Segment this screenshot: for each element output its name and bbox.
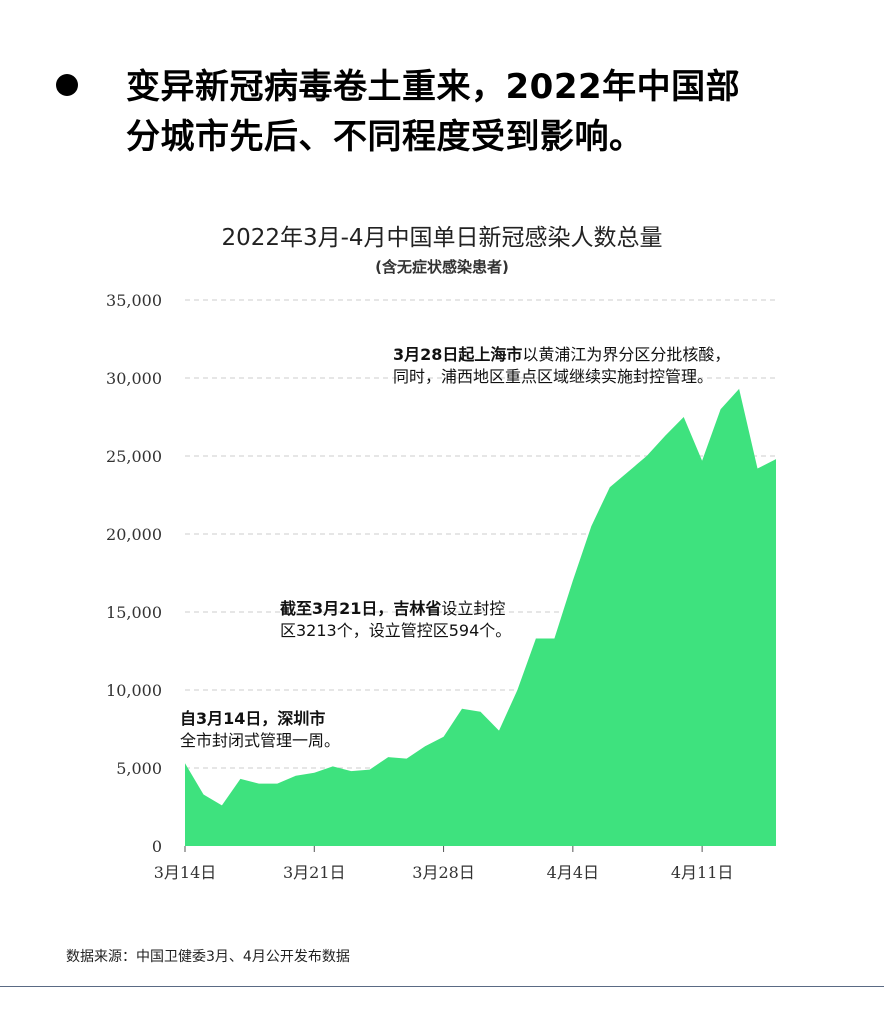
annotation-shenzhen-bold: 自3月14日，深圳市: [180, 709, 326, 728]
y-tick-label: 15,000: [106, 603, 162, 622]
annotation-shanghai-bold: 3月28日起上海市: [393, 345, 523, 364]
annotation-jilin: 截至3月21日，吉林省设立封控 区3213个，设立管控区594个。: [280, 598, 511, 642]
y-tick-label: 0: [152, 837, 162, 856]
annotation-jilin-text1: 设立封控: [441, 599, 506, 618]
annotation-jilin-text2: 区3213个，设立管控区594个。: [280, 621, 512, 640]
bottom-divider: [0, 986, 884, 987]
annotation-shanghai: 3月28日起上海市以黄浦江为界分区分批核酸， 同时，浦西地区重点区域继续实施封控…: [393, 344, 730, 388]
annotation-shenzhen-text: 全市封闭式管理一周。: [180, 731, 341, 750]
chart: 2022年3月-4月中国单日新冠感染人数总量 (含无症状感染患者) 0 5,000…: [0, 210, 884, 900]
annotation-shenzhen: 自3月14日，深圳市 全市封闭式管理一周。: [180, 708, 340, 752]
x-tick-label: 4月11日: [671, 863, 734, 882]
chart-svg: 0 5,000 10,000 15,000 20,000 25,000 30,000 35,0…: [106, 291, 777, 882]
source-note: 数据来源：中国卫健委3月、4月公开发布数据: [66, 949, 350, 965]
y-tick-label: 25,000: [106, 447, 162, 466]
headline: 变异新冠病毒卷土重来，2022年中国部 分城市先后、不同程度受到影响。: [50, 62, 850, 162]
y-tick-label: 20,000: [106, 525, 162, 544]
series-area: [185, 388, 776, 846]
annotation-jilin-bold: 截至3月21日，吉林省: [280, 599, 442, 618]
bullet-icon: [56, 74, 78, 96]
y-tick-label: 10,000: [106, 681, 162, 700]
x-tick-label: 4月4日: [547, 863, 599, 882]
x-tick-label: 3月28日: [412, 863, 475, 882]
headline-text: 变异新冠病毒卷土重来，2022年中国部 分城市先后、不同程度受到影响。: [126, 67, 741, 157]
x-tick-label: 3月14日: [154, 863, 217, 882]
annotation-shanghai-text1: 以黄浦江为界分区分批核酸，: [522, 345, 731, 364]
y-tick-label: 30,000: [106, 369, 162, 388]
x-tick-label: 3月21日: [283, 863, 346, 882]
y-tick-label: 5,000: [116, 759, 162, 778]
chart-subtitle: (含无症状感染患者): [375, 258, 509, 276]
y-tick-label: 35,000: [106, 291, 162, 310]
chart-title: 2022年3月-4月中国单日新冠感染人数总量: [221, 225, 663, 251]
annotation-shanghai-text2: 同时，浦西地区重点区域继续实施封控管理。: [393, 367, 714, 386]
